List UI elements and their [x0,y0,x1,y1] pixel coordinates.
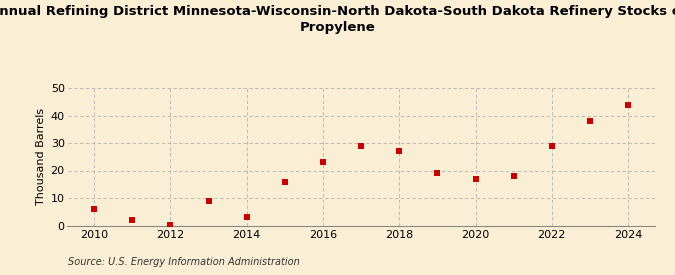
Point [127,218,138,222]
Point [585,119,595,123]
Point [165,223,176,227]
Point [622,102,633,107]
Point [546,144,557,148]
Point [318,160,329,164]
Point [89,207,100,211]
Point [279,179,290,184]
Point [203,199,214,203]
Point [470,177,481,181]
Text: Source: U.S. Energy Information Administration: Source: U.S. Energy Information Administ… [68,257,299,267]
Point [356,144,367,148]
Point [508,174,519,178]
Y-axis label: Thousand Barrels: Thousand Barrels [36,108,47,205]
Point [394,149,404,153]
Point [432,171,443,175]
Text: Annual Refining District Minnesota-Wisconsin-North Dakota-South Dakota Refinery : Annual Refining District Minnesota-Wisco… [0,6,675,34]
Point [242,215,252,219]
